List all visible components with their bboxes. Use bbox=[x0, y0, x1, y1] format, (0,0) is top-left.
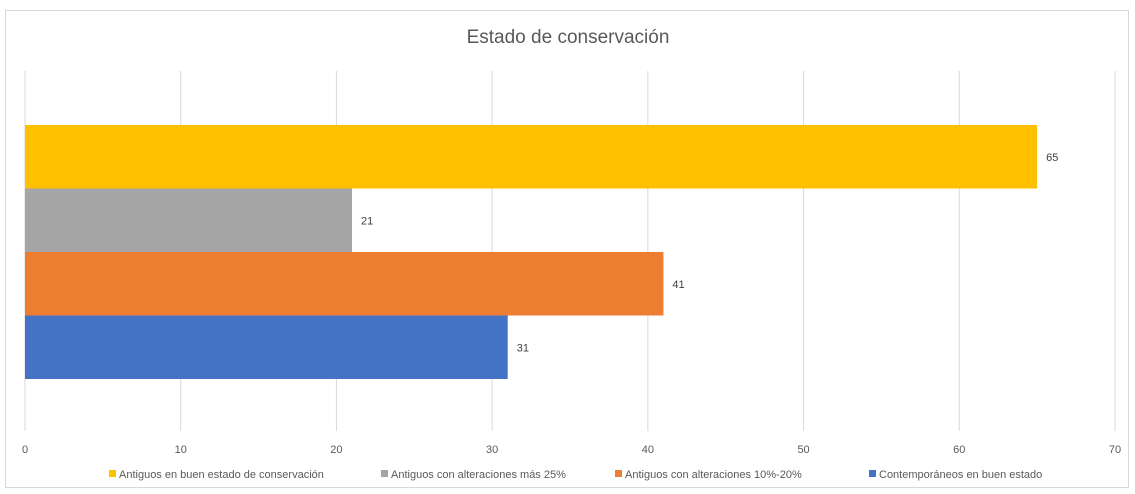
bar-3 bbox=[25, 252, 664, 316]
x-tick-label: 70 bbox=[1109, 444, 1121, 456]
data-label: 65 bbox=[1046, 152, 1058, 164]
x-tick-label: 10 bbox=[175, 444, 187, 456]
x-tick-label: 0 bbox=[22, 444, 28, 456]
legend-item-label: Antiguos con alteraciones 10%-20% bbox=[625, 469, 802, 481]
data-label: 41 bbox=[672, 279, 684, 291]
bar-4 bbox=[25, 315, 508, 379]
bar-1 bbox=[25, 125, 1038, 189]
data-label: 21 bbox=[361, 215, 373, 227]
legend-swatch bbox=[109, 470, 116, 477]
x-tick-label: 50 bbox=[797, 444, 809, 456]
bar-chart: Estado de conservación 0 10 20 30 40 50 60 70 65 2… bbox=[22, 27, 1121, 481]
x-tick-label: 60 bbox=[953, 444, 965, 456]
chart-container: Estado de conservación 0 10 20 30 40 50 60 70 65 2… bbox=[5, 10, 1129, 488]
legend-item-label: Contemporáneos en buen estado bbox=[879, 469, 1042, 481]
legend-item-label: Antiguos en buen estado de conservación bbox=[119, 469, 324, 481]
legend-item-label: Antiguos con alteraciones más 25% bbox=[391, 469, 566, 481]
x-tick-label: 20 bbox=[330, 444, 342, 456]
legend-swatch bbox=[869, 470, 876, 477]
x-tick-label: 30 bbox=[486, 444, 498, 456]
legend-swatch bbox=[615, 470, 622, 477]
chart-title: Estado de conservación bbox=[467, 27, 670, 48]
data-label: 31 bbox=[517, 342, 529, 354]
bar-2 bbox=[25, 188, 352, 252]
legend-swatch bbox=[381, 470, 388, 477]
x-tick-label: 40 bbox=[642, 444, 654, 456]
